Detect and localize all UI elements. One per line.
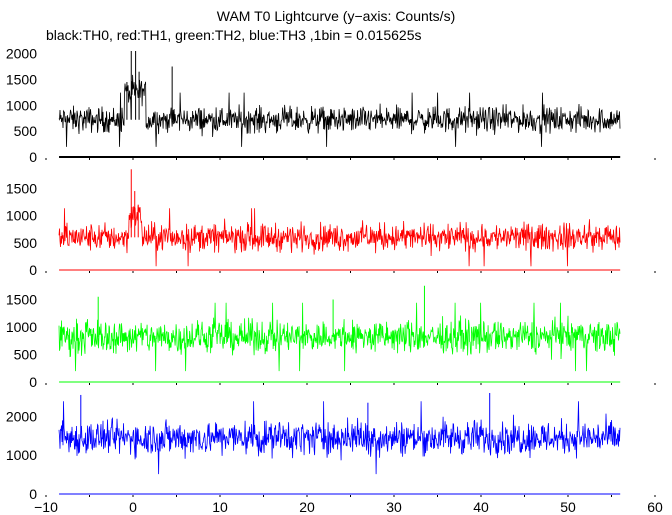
x-tick-label: 60 [647, 499, 663, 515]
series-line-th3 [58, 401, 621, 475]
y-tick-label: 2000 [6, 46, 37, 62]
x-tick-label: 50 [560, 499, 576, 515]
y-tick-label: 1000 [6, 97, 37, 113]
x-tick-label: 40 [473, 499, 489, 515]
y-tick-label: 1500 [6, 71, 37, 87]
chart-subtitle: black:TH0, red:TH1, green:TH2, blue:TH3 … [46, 27, 422, 43]
y-tick-label: 0 [29, 374, 37, 390]
y-tick-label: 1000 [6, 319, 37, 335]
y-tick-label: 2000 [6, 408, 37, 424]
series-line-th0 [58, 74, 621, 147]
x-tick-label: 0 [129, 499, 137, 515]
x-tick-label: 20 [299, 499, 315, 515]
x-tick-label: 10 [212, 499, 228, 515]
y-tick-label: 500 [14, 123, 38, 139]
y-tick-label: 1000 [6, 447, 37, 463]
y-tick-label: 0 [29, 486, 37, 502]
y-tick-label: 0 [29, 262, 37, 278]
y-tick-label: 500 [14, 347, 38, 363]
y-tick-label: 0 [29, 149, 37, 165]
series-line-th2 [58, 302, 621, 372]
x-tick-label: 30 [386, 499, 402, 515]
x-tick-label: −10 [34, 499, 58, 515]
y-tick-label: 500 [14, 235, 38, 251]
y-tick-label: 1500 [6, 180, 37, 196]
y-tick-label: 1000 [6, 208, 37, 224]
chart-title: WAM T0 Lightcurve (y−axis: Counts/s) [216, 8, 456, 24]
series-line-th1 [58, 205, 621, 267]
y-tick-label: 1500 [6, 292, 37, 308]
